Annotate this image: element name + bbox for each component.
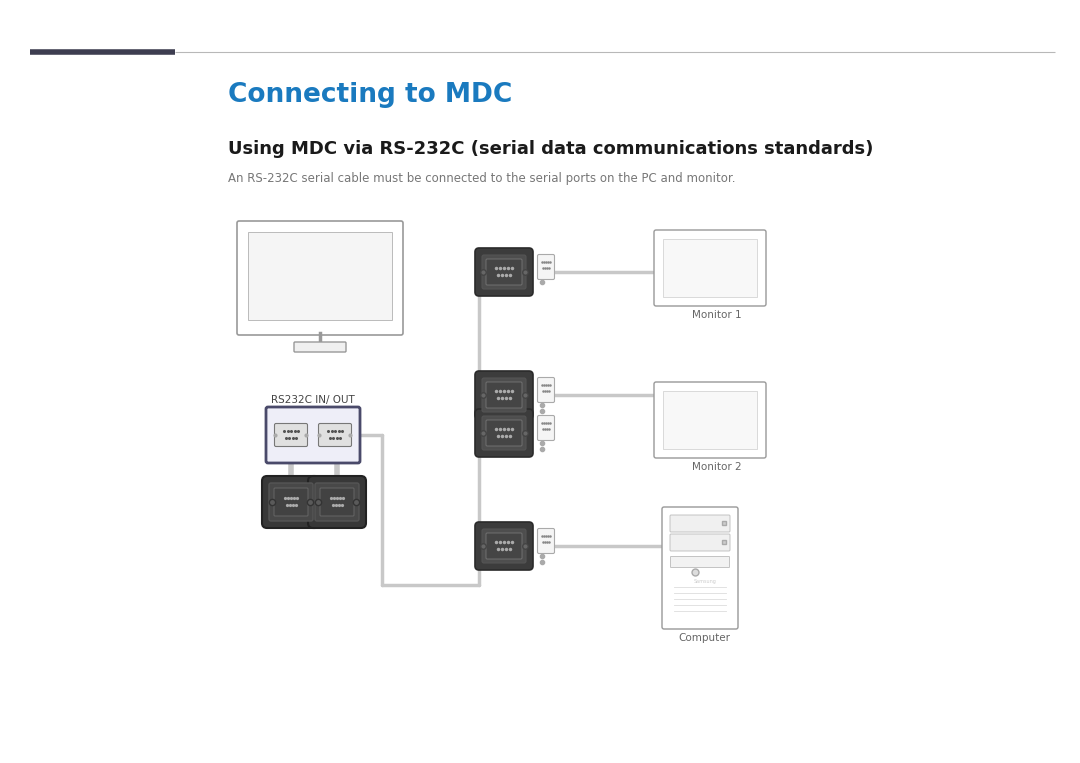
FancyBboxPatch shape xyxy=(671,556,729,568)
FancyBboxPatch shape xyxy=(266,407,360,463)
FancyBboxPatch shape xyxy=(670,534,730,551)
FancyBboxPatch shape xyxy=(320,488,354,516)
FancyBboxPatch shape xyxy=(486,259,522,285)
FancyBboxPatch shape xyxy=(486,533,522,559)
FancyBboxPatch shape xyxy=(274,423,308,446)
FancyBboxPatch shape xyxy=(475,248,534,296)
FancyBboxPatch shape xyxy=(663,239,757,297)
FancyBboxPatch shape xyxy=(319,423,351,446)
FancyBboxPatch shape xyxy=(538,378,554,403)
FancyBboxPatch shape xyxy=(538,416,554,440)
FancyBboxPatch shape xyxy=(237,221,403,335)
FancyBboxPatch shape xyxy=(482,416,526,450)
FancyBboxPatch shape xyxy=(538,255,554,279)
FancyBboxPatch shape xyxy=(315,483,359,521)
FancyBboxPatch shape xyxy=(294,342,346,352)
FancyBboxPatch shape xyxy=(654,382,766,458)
FancyBboxPatch shape xyxy=(538,529,554,553)
FancyBboxPatch shape xyxy=(662,507,738,629)
FancyBboxPatch shape xyxy=(670,515,730,532)
FancyBboxPatch shape xyxy=(475,522,534,570)
FancyBboxPatch shape xyxy=(262,476,320,528)
FancyBboxPatch shape xyxy=(482,529,526,563)
Text: Computer: Computer xyxy=(678,633,730,643)
Text: RS232C IN/ OUT: RS232C IN/ OUT xyxy=(271,395,354,405)
FancyBboxPatch shape xyxy=(663,391,757,449)
FancyBboxPatch shape xyxy=(486,382,522,408)
Text: Connecting to MDC: Connecting to MDC xyxy=(228,82,512,108)
Text: Samsung: Samsung xyxy=(693,579,716,584)
FancyBboxPatch shape xyxy=(248,232,392,320)
Text: Monitor 2: Monitor 2 xyxy=(692,462,742,472)
FancyBboxPatch shape xyxy=(482,378,526,412)
FancyBboxPatch shape xyxy=(475,371,534,419)
FancyBboxPatch shape xyxy=(308,476,366,528)
FancyBboxPatch shape xyxy=(274,488,308,516)
FancyBboxPatch shape xyxy=(482,255,526,289)
Text: Monitor 1: Monitor 1 xyxy=(692,310,742,320)
FancyBboxPatch shape xyxy=(486,420,522,446)
FancyBboxPatch shape xyxy=(475,409,534,457)
FancyBboxPatch shape xyxy=(654,230,766,306)
Text: An RS-232C serial cable must be connected to the serial ports on the PC and moni: An RS-232C serial cable must be connecte… xyxy=(228,172,735,185)
FancyBboxPatch shape xyxy=(269,483,313,521)
Text: Using MDC via RS-232C (serial data communications standards): Using MDC via RS-232C (serial data commu… xyxy=(228,140,874,158)
